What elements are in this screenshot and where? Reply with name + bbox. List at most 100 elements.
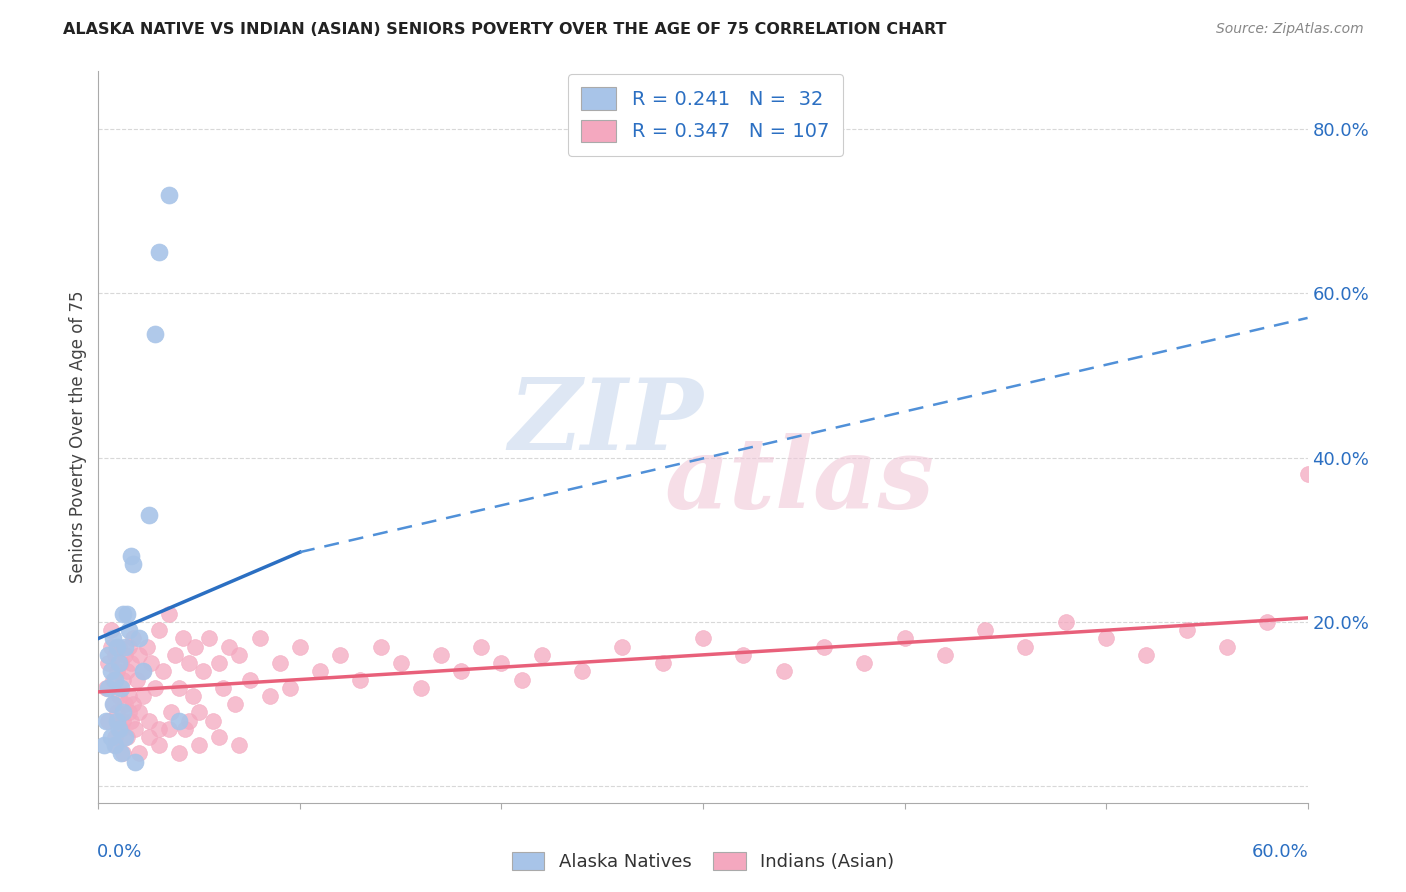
- Point: [409, 681, 432, 695]
- Point: [121, 697, 143, 711]
- Point: [349, 673, 371, 687]
- Point: [184, 640, 207, 654]
- Point: [174, 722, 197, 736]
- Legend: R = 0.241   N =  32, R = 0.347   N = 107: R = 0.241 N = 32, R = 0.347 N = 107: [568, 74, 842, 155]
- Legend: Alaska Natives, Indians (Asian): Alaska Natives, Indians (Asian): [505, 845, 901, 879]
- Point: [208, 730, 231, 744]
- Point: [114, 648, 136, 662]
- Point: [224, 697, 246, 711]
- Point: [1095, 632, 1118, 646]
- Point: [97, 648, 120, 662]
- Point: [1256, 615, 1278, 629]
- Text: Source: ZipAtlas.com: Source: ZipAtlas.com: [1216, 22, 1364, 37]
- Point: [218, 640, 240, 654]
- Point: [111, 706, 134, 720]
- Point: [120, 656, 142, 670]
- Point: [934, 648, 956, 662]
- Text: ZIP: ZIP: [509, 375, 704, 471]
- Point: [135, 640, 157, 654]
- Point: [288, 640, 311, 654]
- Point: [259, 689, 281, 703]
- Point: [974, 624, 997, 638]
- Point: [107, 689, 129, 703]
- Point: [111, 714, 134, 728]
- Point: [128, 632, 150, 646]
- Point: [239, 673, 262, 687]
- Point: [450, 665, 472, 679]
- Point: [111, 673, 134, 687]
- Point: [188, 706, 211, 720]
- Point: [115, 730, 138, 744]
- Point: [138, 508, 160, 523]
- Point: [120, 714, 142, 728]
- Point: [212, 681, 235, 695]
- Point: [733, 648, 755, 662]
- Point: [118, 706, 141, 720]
- Point: [114, 640, 136, 654]
- Point: [115, 607, 138, 621]
- Point: [128, 747, 150, 761]
- Point: [107, 640, 129, 654]
- Point: [813, 640, 835, 654]
- Point: [167, 747, 190, 761]
- Point: [100, 730, 122, 744]
- Y-axis label: Seniors Poverty Over the Age of 75: Seniors Poverty Over the Age of 75: [69, 291, 87, 583]
- Point: [105, 706, 128, 720]
- Point: [105, 714, 128, 728]
- Point: [157, 722, 180, 736]
- Point: [101, 632, 124, 646]
- Point: [128, 706, 150, 720]
- Point: [163, 648, 186, 662]
- Point: [179, 656, 201, 670]
- Point: [100, 640, 122, 654]
- Point: [124, 755, 146, 769]
- Point: [100, 665, 122, 679]
- Text: ALASKA NATIVE VS INDIAN (ASIAN) SENIORS POVERTY OVER THE AGE OF 75 CORRELATION C: ALASKA NATIVE VS INDIAN (ASIAN) SENIORS …: [63, 22, 946, 37]
- Text: atlas: atlas: [665, 433, 935, 529]
- Point: [132, 689, 155, 703]
- Point: [430, 648, 453, 662]
- Point: [97, 681, 120, 695]
- Point: [110, 681, 132, 695]
- Point: [103, 673, 125, 687]
- Point: [115, 665, 138, 679]
- Point: [228, 648, 250, 662]
- Point: [172, 632, 194, 646]
- Point: [110, 656, 132, 670]
- Point: [105, 640, 128, 654]
- Point: [101, 697, 124, 711]
- Point: [96, 714, 118, 728]
- Point: [118, 624, 141, 638]
- Point: [208, 656, 231, 670]
- Point: [114, 697, 136, 711]
- Point: [148, 624, 170, 638]
- Point: [96, 681, 118, 695]
- Point: [121, 632, 143, 646]
- Point: [118, 640, 141, 654]
- Point: [107, 722, 129, 736]
- Point: [1135, 648, 1157, 662]
- Point: [181, 689, 204, 703]
- Point: [111, 747, 134, 761]
- Point: [167, 681, 190, 695]
- Point: [128, 648, 150, 662]
- Point: [124, 722, 146, 736]
- Text: 60.0%: 60.0%: [1251, 843, 1309, 861]
- Point: [103, 730, 125, 744]
- Point: [121, 558, 143, 572]
- Point: [110, 747, 132, 761]
- Point: [110, 722, 132, 736]
- Point: [1014, 640, 1036, 654]
- Point: [111, 607, 134, 621]
- Point: [132, 665, 155, 679]
- Point: [157, 607, 180, 621]
- Point: [692, 632, 714, 646]
- Point: [160, 706, 183, 720]
- Point: [114, 730, 136, 744]
- Point: [612, 640, 634, 654]
- Point: [1175, 624, 1198, 638]
- Point: [138, 730, 160, 744]
- Point: [138, 714, 160, 728]
- Point: [309, 665, 332, 679]
- Point: [157, 187, 180, 202]
